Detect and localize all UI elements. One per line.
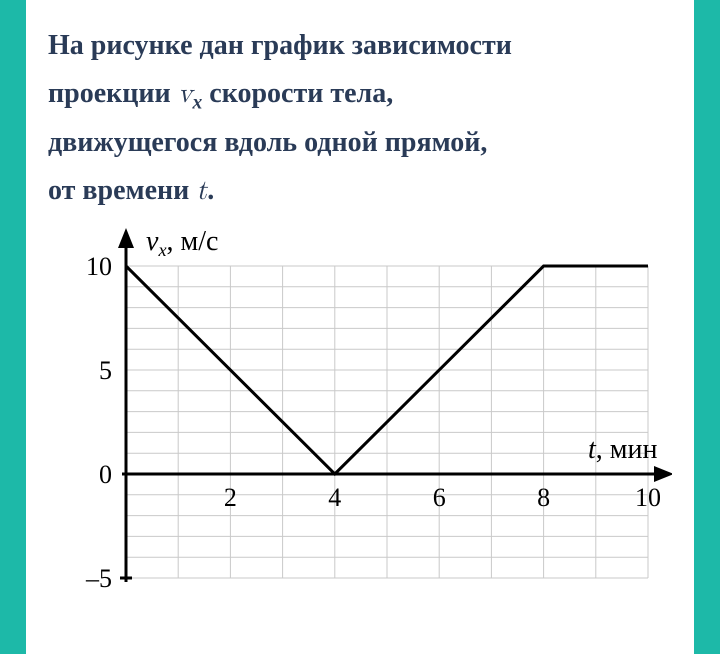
svg-text:2: 2 [224,483,237,512]
svg-text:10: 10 [86,252,112,281]
velocity-time-chart: –5 0 5 10 2 4 6 8 10 vx, м/с t, мин [48,226,672,626]
svg-text:–5: –5 [85,564,112,593]
svg-text:8: 8 [537,483,550,512]
text-line-2a: проекции [48,78,178,109]
text-line-3: движущегося вдоль одной прямой, [48,127,487,158]
problem-statement: На рисунке дан график зависимости проекц… [48,22,672,216]
text-line-4a: от времени [48,175,196,206]
svg-text:10: 10 [635,483,661,512]
svg-text:6: 6 [433,483,446,512]
svg-text:0: 0 [99,460,112,489]
svg-text:t, мин: t, мин [588,434,657,465]
svg-text:4: 4 [328,483,341,512]
text-line-1: На рисунке дан график зависимости [48,30,512,61]
svg-text:5: 5 [99,356,112,385]
problem-card: На рисунке дан график зависимости проекц… [26,0,694,654]
text-line-4b: . [207,175,214,206]
symbol-v: v [178,80,193,108]
symbol-t: t [196,177,207,205]
symbol-v-sub: x [192,92,202,113]
text-line-2b: скорости тела, [202,78,393,109]
svg-text:vx, м/с: vx, м/с [146,226,218,260]
